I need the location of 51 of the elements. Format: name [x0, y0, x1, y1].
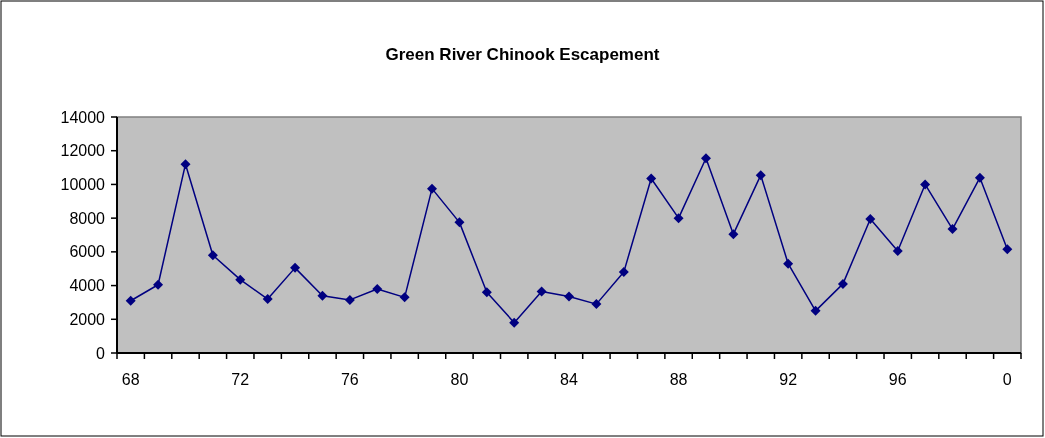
point — [974, 172, 985, 183]
point — [427, 183, 438, 194]
point — [564, 291, 574, 302]
point — [372, 283, 383, 294]
point — [536, 286, 547, 297]
point — [673, 213, 684, 224]
x-tick-label: 80 — [450, 371, 469, 388]
point — [837, 278, 848, 289]
point — [947, 224, 958, 235]
point — [180, 159, 191, 170]
point — [317, 290, 328, 301]
y-tick-label: 0 — [96, 344, 106, 362]
point — [700, 153, 711, 164]
x-tick-label: 92 — [779, 371, 798, 388]
y-tick-label: 8000 — [69, 209, 106, 227]
point — [153, 279, 164, 290]
y-tick-label: 14000 — [60, 108, 106, 126]
point — [399, 292, 410, 303]
point — [755, 170, 766, 181]
point — [892, 246, 903, 257]
y-tick-label: 12000 — [60, 142, 106, 160]
point — [344, 294, 355, 305]
point — [125, 295, 136, 306]
point — [646, 173, 657, 184]
y-tick-label: 10000 — [60, 176, 106, 194]
point — [235, 274, 246, 285]
point — [783, 258, 794, 269]
y-tick-label: 2000 — [69, 310, 106, 328]
x-tick-label: 72 — [231, 371, 250, 388]
x-tick-label: 0 — [1002, 371, 1012, 388]
point — [865, 213, 876, 224]
point — [262, 294, 273, 305]
chart-title: Green River Chinook Escapement — [385, 45, 660, 64]
point — [481, 287, 492, 298]
point — [1002, 244, 1013, 255]
x-tick-label: 96 — [888, 371, 907, 388]
point — [207, 250, 218, 261]
point — [728, 229, 739, 240]
x-tick-label: 88 — [669, 371, 688, 388]
y-tick-label: 4000 — [69, 277, 106, 295]
point — [810, 305, 821, 316]
point — [290, 262, 301, 273]
point — [509, 317, 520, 328]
point — [591, 299, 602, 310]
x-tick-label: 76 — [340, 371, 359, 388]
point — [920, 179, 931, 190]
x-tick-label: 84 — [560, 371, 578, 388]
point — [618, 267, 629, 278]
x-tick-label: 68 — [121, 371, 140, 388]
point — [454, 217, 465, 228]
y-tick-label: 6000 — [69, 243, 106, 261]
